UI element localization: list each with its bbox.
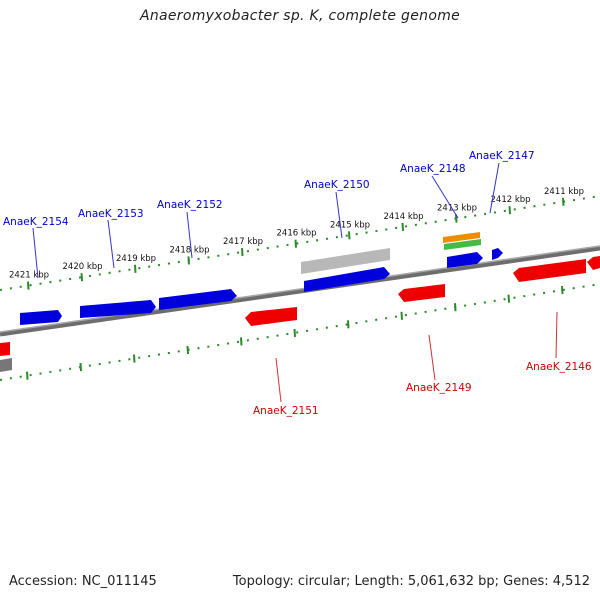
map-title: Anaeromyxobacter sp. K, complete genome [139, 8, 461, 24]
gene-arrow-AnaeK_2147[interactable] [492, 248, 503, 260]
major-tick [561, 286, 564, 295]
tick-label: 2421 kbp [9, 271, 49, 281]
major-tick [401, 222, 404, 232]
reverse-label-leaders [275, 311, 558, 403]
genome-stats: Topology: circular; Length: 5,061,632 bp… [232, 574, 590, 589]
gene-label-AnaeK_2149[interactable]: AnaeK_2149 [406, 382, 472, 394]
major-tick [562, 197, 565, 206]
tick-label: 2419 kbp [116, 254, 156, 264]
major-tick [27, 281, 30, 290]
major-tick [347, 320, 350, 329]
gene-arrow-AnaeK_2146[interactable] [513, 259, 586, 282]
major-tick [508, 206, 511, 215]
major-tick [454, 303, 457, 312]
tick-label: 2412 kbp [491, 195, 531, 205]
gene-arrow-AnaeK_2154[interactable] [20, 310, 62, 325]
major-tick [348, 231, 351, 240]
major-tick [241, 248, 244, 257]
tick-label: 2420 kbp [63, 262, 103, 272]
gene-arrow-AnaeK_2150[interactable] [304, 267, 390, 292]
gene-arrow-edge-grey[interactable] [0, 358, 12, 372]
tick-labels: 2421 kbp 2420 kbp 2419 kbp 2418 kbp 2417 kbp… [9, 187, 584, 281]
major-tick [133, 354, 136, 363]
gene-arrow-edge-right[interactable] [587, 256, 600, 270]
dotted-scale-lower [0, 283, 600, 381]
forward-strand [20, 232, 503, 325]
major-tick [294, 239, 297, 248]
reverse-gene-labels: AnaeK_2151 AnaeK_2149 AnaeK_2146 [253, 361, 592, 417]
major-tick [26, 371, 29, 380]
major-tick [134, 264, 137, 273]
tick-label: 2418 kbp [170, 245, 210, 255]
gene-label-AnaeK_2148[interactable]: AnaeK_2148 [400, 163, 466, 175]
genome-backbone-highlight [0, 245, 600, 333]
major-ticks [26, 197, 565, 380]
gene-arrow-AnaeK_2148[interactable] [447, 252, 483, 268]
trna-feature[interactable] [444, 239, 481, 250]
tick-label: 2417 kbp [223, 237, 263, 247]
gene-label-AnaeK_2147[interactable]: AnaeK_2147 [469, 150, 535, 162]
pseudogene-grey-upper[interactable] [301, 248, 390, 274]
major-tick [187, 256, 190, 265]
major-tick [400, 311, 403, 320]
tick-label: 2414 kbp [384, 212, 424, 222]
tick-label: 2411 kbp [544, 187, 584, 197]
gene-label-AnaeK_2152[interactable]: AnaeK_2152 [157, 199, 223, 211]
gene-label-AnaeK_2151[interactable]: AnaeK_2151 [253, 405, 319, 417]
dotted-scale-upper [0, 195, 600, 291]
gene-arrow-AnaeK_2152[interactable] [159, 289, 237, 310]
rrna-feature[interactable] [443, 232, 480, 243]
major-tick [293, 328, 296, 337]
genome-backbone [0, 245, 600, 337]
gene-label-AnaeK_2153[interactable]: AnaeK_2153 [78, 208, 144, 220]
major-tick [507, 294, 510, 303]
gene-arrow-AnaeK_2149[interactable] [398, 284, 445, 302]
gene-arrow-AnaeK_2153[interactable] [80, 300, 156, 318]
major-tick [455, 214, 458, 223]
major-tick [79, 363, 82, 372]
forward-label-leaders [32, 162, 500, 279]
major-tick [80, 273, 83, 282]
forward-gene-labels: AnaeK_2154 AnaeK_2153 AnaeK_2152 AnaeK_2… [3, 150, 535, 228]
gene-label-AnaeK_2146[interactable]: AnaeK_2146 [526, 361, 592, 373]
scale-track-lower [0, 283, 600, 381]
gene-arrow-edge-left[interactable] [0, 342, 10, 356]
accession-label: Accession: NC_011145 [9, 574, 157, 589]
tick-label: 2416 kbp [277, 229, 317, 239]
gene-label-AnaeK_2150[interactable]: AnaeK_2150 [304, 179, 370, 191]
gene-label-AnaeK_2154[interactable]: AnaeK_2154 [3, 216, 69, 228]
major-tick [186, 345, 189, 355]
scale-track-upper [0, 195, 600, 291]
tick-label: 2415 kbp [330, 220, 370, 230]
tick-label: 2413 kbp [437, 204, 477, 214]
major-tick [240, 337, 243, 346]
gene-arrow-AnaeK_2151[interactable] [245, 307, 297, 326]
reverse-strand [0, 256, 600, 372]
